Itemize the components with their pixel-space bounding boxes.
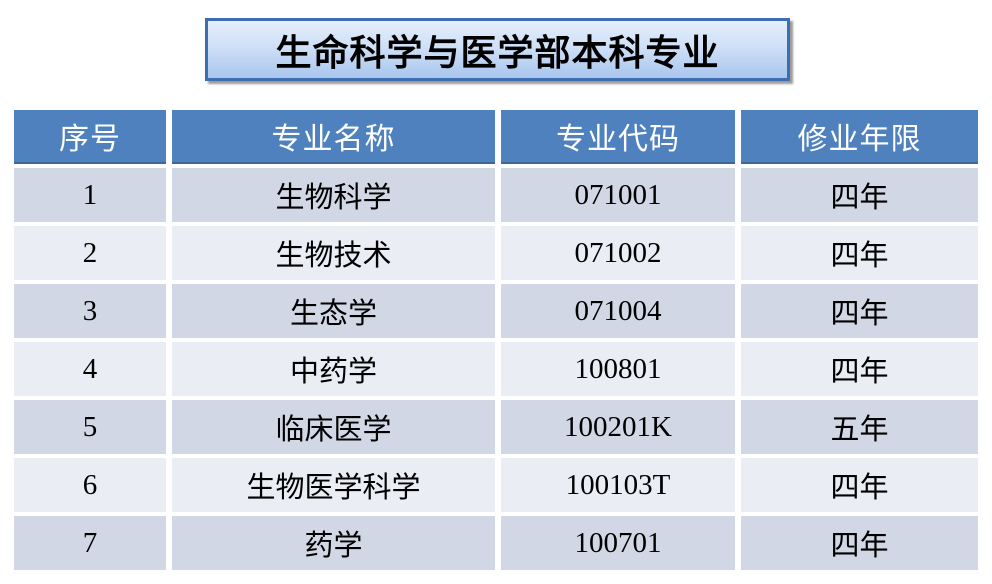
header-cell-duration: 修业年限 xyxy=(741,110,978,164)
table-cell-major-name: 生物技术 xyxy=(172,226,495,280)
table-cell-duration: 四年 xyxy=(741,516,978,570)
table-cell-major-code: 100201K xyxy=(501,400,735,454)
table-cell-duration: 四年 xyxy=(741,458,978,512)
table-cell-major-name: 生物科学 xyxy=(172,168,495,222)
table-cell-seq: 6 xyxy=(14,458,166,512)
table-cell-duration: 四年 xyxy=(741,168,978,222)
table-cell-seq: 7 xyxy=(14,516,166,570)
table-cell-seq: 4 xyxy=(14,342,166,396)
table-cell-major-name: 药学 xyxy=(172,516,495,570)
table-cell-duration: 四年 xyxy=(741,226,978,280)
table-cell-major-name: 生物医学科学 xyxy=(172,458,495,512)
table-cell-major-name: 生态学 xyxy=(172,284,495,338)
header-cell-major-code: 专业代码 xyxy=(501,110,735,164)
table-cell-major-code: 071002 xyxy=(501,226,735,280)
table-cell-duration: 五年 xyxy=(741,400,978,454)
header-cell-seq: 序号 xyxy=(14,110,166,164)
table-cell-major-code: 100801 xyxy=(501,342,735,396)
table-cell-major-code: 071001 xyxy=(501,168,735,222)
table-cell-major-name: 临床医学 xyxy=(172,400,495,454)
table-cell-duration: 四年 xyxy=(741,342,978,396)
title-banner: 生命科学与医学部本科专业 xyxy=(205,18,790,81)
table-cell-duration: 四年 xyxy=(741,284,978,338)
table-cell-major-name: 中药学 xyxy=(172,342,495,396)
table-cell-seq: 5 xyxy=(14,400,166,454)
table-cell-seq: 3 xyxy=(14,284,166,338)
table-cell-major-code: 071004 xyxy=(501,284,735,338)
header-cell-major-name: 专业名称 xyxy=(172,110,495,164)
table-cell-seq: 1 xyxy=(14,168,166,222)
page-title: 生命科学与医学部本科专业 xyxy=(275,31,720,73)
majors-table: 序号 专业名称 专业代码 修业年限 1 生物科学 071001 四年 2 生物技… xyxy=(14,110,978,570)
table-cell-seq: 2 xyxy=(14,226,166,280)
table-cell-major-code: 100701 xyxy=(501,516,735,570)
table-cell-major-code: 100103T xyxy=(501,458,735,512)
